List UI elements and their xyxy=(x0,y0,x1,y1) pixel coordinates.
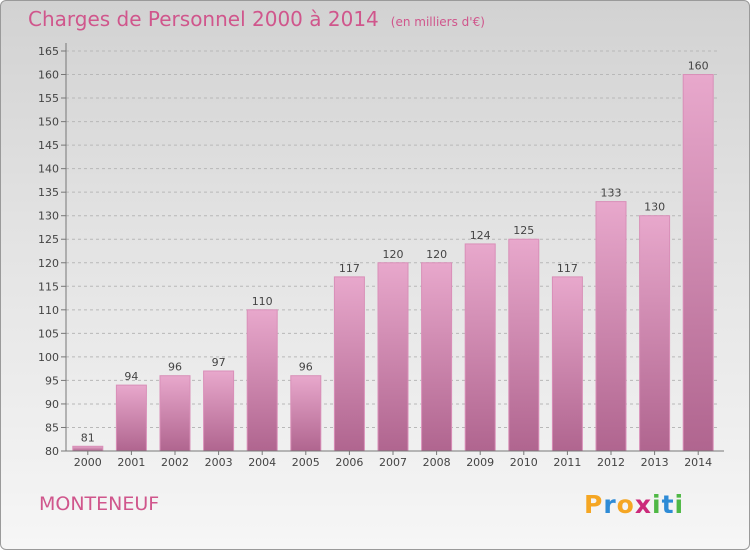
x-tick-label: 2011 xyxy=(553,456,581,469)
bar xyxy=(290,375,322,452)
y-tick-label: 130 xyxy=(38,210,59,223)
chart-title: Charges de Personnel 2000 à 2014 (en mill… xyxy=(28,7,485,31)
bar xyxy=(639,215,671,452)
y-tick-label: 160 xyxy=(38,69,59,82)
bar xyxy=(333,276,365,452)
bar-value-label: 117 xyxy=(339,262,360,275)
y-tick-label: 125 xyxy=(38,233,59,246)
y-tick-label: 145 xyxy=(38,139,59,152)
bar xyxy=(551,276,583,452)
bar-value-label: 133 xyxy=(601,187,622,200)
bar-value-label: 110 xyxy=(252,295,273,308)
logo-letter: i xyxy=(674,490,685,519)
x-tick-label: 2008 xyxy=(423,456,451,469)
bar-value-label: 81 xyxy=(81,431,95,444)
logo-letter: i xyxy=(652,490,662,519)
y-tick-label: 85 xyxy=(45,421,59,434)
x-tick-label: 2013 xyxy=(641,456,669,469)
bar-value-label: 160 xyxy=(688,60,709,73)
bar-value-label: 125 xyxy=(513,224,534,237)
y-tick-label: 100 xyxy=(38,351,59,364)
bar xyxy=(508,238,540,452)
place-name: MONTENEUF xyxy=(39,493,160,515)
y-tick-label: 150 xyxy=(38,116,59,129)
x-tick-label: 2009 xyxy=(466,456,494,469)
bar xyxy=(72,445,104,452)
logo-letter: r xyxy=(603,490,617,519)
bar xyxy=(464,243,496,452)
bar xyxy=(421,262,453,452)
x-tick-label: 2002 xyxy=(161,456,189,469)
bar xyxy=(246,309,278,452)
bar xyxy=(159,375,191,452)
y-tick-label: 155 xyxy=(38,92,59,105)
bar xyxy=(595,201,627,452)
logo-letter: o xyxy=(616,490,635,519)
y-tick-label: 80 xyxy=(45,445,59,458)
bar xyxy=(115,384,147,452)
bar xyxy=(377,262,409,452)
bar-value-label: 96 xyxy=(299,361,313,374)
chart-title-unit: (en milliers d'€) xyxy=(390,15,485,29)
y-tick-label: 90 xyxy=(45,398,59,411)
y-tick-label: 165 xyxy=(38,45,59,58)
x-tick-label: 2000 xyxy=(74,456,102,469)
x-tick-label: 2010 xyxy=(510,456,538,469)
bar-value-label: 97 xyxy=(212,356,226,369)
bar-value-label: 94 xyxy=(124,370,138,383)
bar-value-label: 120 xyxy=(383,248,404,261)
axes: 80 85 90 95 100 105 110 115 120 125 130 135 140 145 15… xyxy=(38,43,724,469)
bars: 81 94 96 97 110 96 117 120 120 124 125 117 133 130 160 xyxy=(72,60,714,452)
x-tick-label: 2007 xyxy=(379,456,407,469)
bar-value-label: 117 xyxy=(557,262,578,275)
bar xyxy=(203,370,235,452)
y-tick-label: 110 xyxy=(38,304,59,317)
y-tick-label: 135 xyxy=(38,186,59,199)
x-tick-label: 2001 xyxy=(117,456,145,469)
bar-value-label: 96 xyxy=(168,361,182,374)
x-tick-label: 2012 xyxy=(597,456,625,469)
bar-value-label: 124 xyxy=(470,229,491,242)
x-tick-label: 2014 xyxy=(684,456,712,469)
proxiti-logo: Proxiti xyxy=(584,490,684,519)
chart-title-main: Charges de Personnel 2000 à 2014 xyxy=(28,7,379,31)
logo-letter: x xyxy=(634,490,652,519)
y-tick-label: 115 xyxy=(38,280,59,293)
y-tick-label: 120 xyxy=(38,257,59,270)
bar-value-label: 120 xyxy=(426,248,447,261)
bar xyxy=(682,74,714,452)
y-tick-label: 140 xyxy=(38,163,59,176)
x-tick-label: 2006 xyxy=(335,456,363,469)
x-tick-label: 2004 xyxy=(248,456,276,469)
x-tick-label: 2003 xyxy=(205,456,233,469)
x-tick-label: 2005 xyxy=(292,456,320,469)
y-tick-label: 95 xyxy=(45,374,59,387)
bar-value-label: 130 xyxy=(644,201,665,214)
logo-letter: P xyxy=(584,490,604,519)
logo-letter: t xyxy=(661,490,675,519)
y-tick-label: 105 xyxy=(38,327,59,340)
